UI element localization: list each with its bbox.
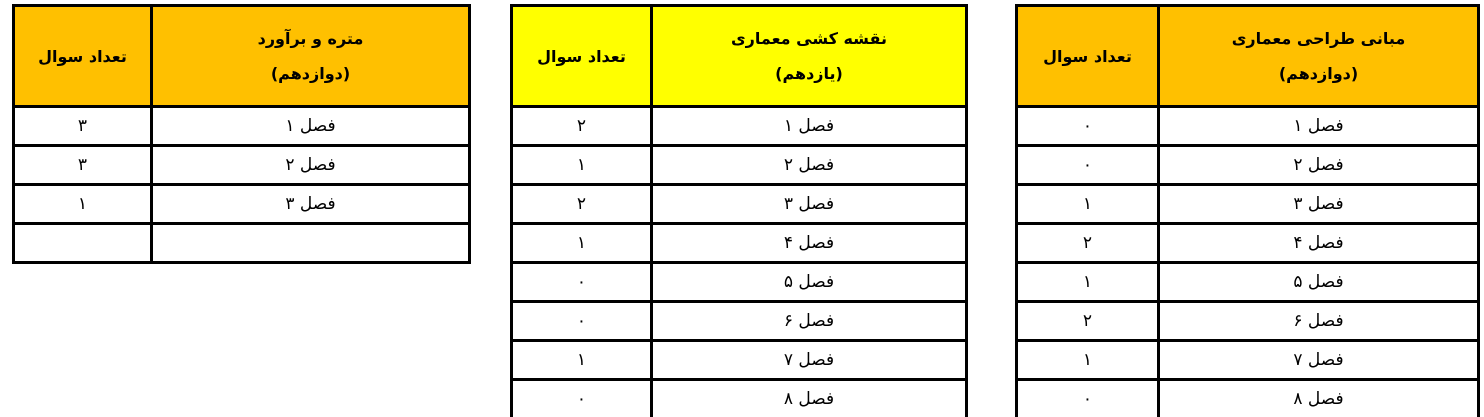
count-cell: ۱ bbox=[1015, 261, 1160, 303]
count-cell: ۲ bbox=[510, 105, 653, 147]
table-row: فصل ۶ ۰ bbox=[510, 300, 968, 342]
chapter-cell: فصل ۵ bbox=[1157, 261, 1480, 303]
chapter-cell: فصل ۳ bbox=[150, 183, 471, 225]
subject-title: متره و برآورد bbox=[257, 29, 364, 48]
chapter-cell: فصل ۱ bbox=[1157, 105, 1480, 147]
table-row: فصل ۶ ۲ bbox=[1015, 300, 1480, 342]
chapter-cell: فصل ۱ bbox=[650, 105, 968, 147]
table-row: فصل ۲ ۱ bbox=[510, 144, 968, 186]
table-row: فصل ۷ ۱ bbox=[1015, 339, 1480, 381]
table-row: فصل ۱ ۳ bbox=[12, 105, 471, 147]
count-cell: ۲ bbox=[1015, 222, 1160, 264]
count-cell: ۱ bbox=[510, 144, 653, 186]
subject-title: نقشه کشی معماری bbox=[731, 29, 887, 48]
chapter-cell: فصل ۶ bbox=[1157, 300, 1480, 342]
chapter-cell: فصل ۱ bbox=[150, 105, 471, 147]
chapter-cell: فصل ۸ bbox=[650, 378, 968, 417]
chapter-cell: فصل ۵ bbox=[650, 261, 968, 303]
table-row: فصل ۱ ۲ bbox=[510, 105, 968, 147]
subject-title: مبانی طراحی معماری bbox=[1231, 29, 1406, 48]
table-row: فصل ۸ ۰ bbox=[1015, 378, 1480, 417]
table-header-row: نقشه کشی معماری (یازدهم) تعداد سوال bbox=[510, 4, 968, 108]
chapter-cell: فصل ۶ bbox=[650, 300, 968, 342]
chapter-cell: فصل ۲ bbox=[1157, 144, 1480, 186]
count-cell: ۰ bbox=[510, 300, 653, 342]
table-row: فصل ۵ ۱ bbox=[1015, 261, 1480, 303]
chapter-cell: فصل ۷ bbox=[1157, 339, 1480, 381]
table-row: فصل ۱ ۰ bbox=[1015, 105, 1480, 147]
chapter-cell: فصل ۳ bbox=[1157, 183, 1480, 225]
count-cell: ۳ bbox=[12, 144, 153, 186]
table-row: فصل ۳ ۲ bbox=[510, 183, 968, 225]
subject-grade: (دوازدهم) bbox=[1278, 64, 1359, 83]
subject-header-cell: نقشه کشی معماری (یازدهم) bbox=[650, 4, 968, 108]
subject-grade: (دوازدهم) bbox=[270, 64, 351, 83]
chapter-cell: فصل ۴ bbox=[650, 222, 968, 264]
count-cell: ۱ bbox=[1015, 183, 1160, 225]
table-row: فصل ۳ ۱ bbox=[1015, 183, 1480, 225]
subject-header-cell: متره و برآورد (دوازدهم) bbox=[150, 4, 471, 108]
table-row: فصل ۴ ۲ bbox=[1015, 222, 1480, 264]
count-cell: ۱ bbox=[510, 339, 653, 381]
count-header-cell: تعداد سوال bbox=[12, 4, 153, 108]
count-cell: ۰ bbox=[1015, 105, 1160, 147]
count-cell: ۰ bbox=[510, 261, 653, 303]
subject-table: مبانی طراحی معماری (دوازدهم) تعداد سوال … bbox=[1015, 4, 1480, 417]
count-cell: ۱ bbox=[1015, 339, 1160, 381]
count-header-cell: تعداد سوال bbox=[1015, 4, 1160, 108]
table-naghshe-keshi-memari: نقشه کشی معماری (یازدهم) تعداد سوال فصل … bbox=[510, 4, 968, 417]
count-header-cell: تعداد سوال bbox=[510, 4, 653, 108]
subject-table: متره و برآورد (دوازدهم) تعداد سوال فصل ۱… bbox=[12, 4, 471, 264]
count-cell: ۰ bbox=[1015, 144, 1160, 186]
subject-header-cell: مبانی طراحی معماری (دوازدهم) bbox=[1157, 4, 1480, 108]
table-row: فصل ۷ ۱ bbox=[510, 339, 968, 381]
chapter-cell: فصل ۴ bbox=[1157, 222, 1480, 264]
chapter-cell: فصل ۸ bbox=[1157, 378, 1480, 417]
table-metre-va-baravord: متره و برآورد (دوازدهم) تعداد سوال فصل ۱… bbox=[12, 4, 471, 264]
count-cell: ۱ bbox=[510, 222, 653, 264]
count-cell: ۲ bbox=[1015, 300, 1160, 342]
chapter-cell: فصل ۳ bbox=[650, 183, 968, 225]
table-row: فصل ۵ ۰ bbox=[510, 261, 968, 303]
count-cell: ۰ bbox=[510, 378, 653, 417]
table-row: فصل ۳ ۱ bbox=[12, 183, 471, 225]
table-header-row: متره و برآورد (دوازدهم) تعداد سوال bbox=[12, 4, 471, 108]
chapter-cell: فصل ۷ bbox=[650, 339, 968, 381]
subject-grade: (یازدهم) bbox=[775, 64, 843, 83]
count-cell bbox=[12, 222, 153, 264]
subject-table: نقشه کشی معماری (یازدهم) تعداد سوال فصل … bbox=[510, 4, 968, 417]
table-row: فصل ۸ ۰ bbox=[510, 378, 968, 417]
count-cell: ۱ bbox=[12, 183, 153, 225]
count-cell: ۲ bbox=[510, 183, 653, 225]
chapter-cell bbox=[150, 222, 471, 264]
table-row: فصل ۴ ۱ bbox=[510, 222, 968, 264]
chapter-cell: فصل ۲ bbox=[150, 144, 471, 186]
table-mabani-tarahi-memari: مبانی طراحی معماری (دوازدهم) تعداد سوال … bbox=[1015, 4, 1480, 417]
count-cell: ۰ bbox=[1015, 378, 1160, 417]
count-cell: ۳ bbox=[12, 105, 153, 147]
table-row-empty bbox=[12, 222, 471, 264]
table-row: فصل ۲ ۰ bbox=[1015, 144, 1480, 186]
chapter-cell: فصل ۲ bbox=[650, 144, 968, 186]
table-row: فصل ۲ ۳ bbox=[12, 144, 471, 186]
table-header-row: مبانی طراحی معماری (دوازدهم) تعداد سوال bbox=[1015, 4, 1480, 108]
